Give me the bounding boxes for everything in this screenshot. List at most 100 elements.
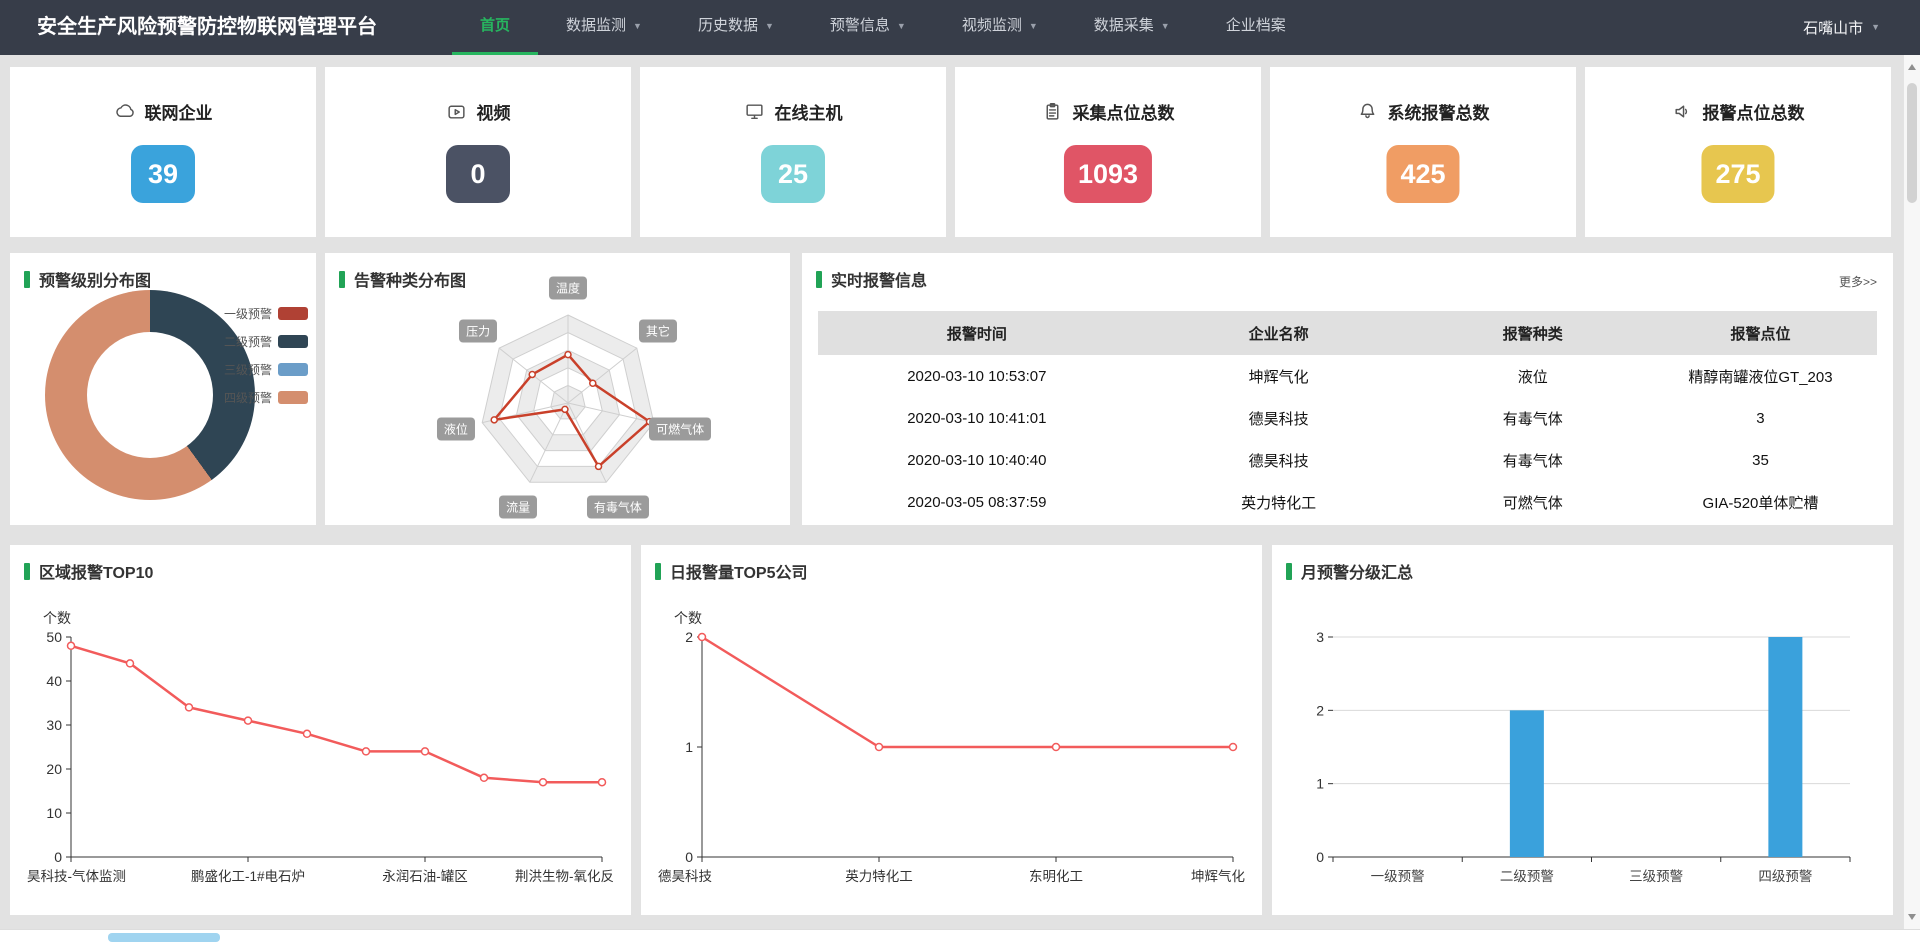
region-label: 石嘴山市 (1803, 20, 1864, 37)
title-accent-bar (24, 270, 30, 288)
table-cell: 3 (1756, 409, 1765, 427)
svg-text:二级预警: 二级预警 (1500, 869, 1554, 884)
svg-text:20: 20 (46, 761, 62, 777)
svg-text:50: 50 (46, 629, 62, 645)
panel-title-text: 日报警量TOP5公司 (670, 565, 808, 582)
region-top10-panel: 区域报警TOP10 个数 0 10 20 30 40 50 昊科技-气体监测 鹏盛化工-1#电石… (10, 545, 631, 915)
svg-text:2: 2 (1316, 702, 1324, 718)
chevron-down-icon: ▼ (764, 20, 774, 31)
title-accent-bar (1286, 562, 1292, 580)
panel-title: 区域报警TOP10 (24, 559, 153, 583)
svg-text:英力特化工: 英力特化工 (845, 868, 913, 884)
chevron-down-icon: ▼ (1871, 22, 1880, 32)
alarm-level-donut-chart (45, 290, 255, 500)
daily-top5-line-chart: 个数 0 1 2 德昊科技 英力特化工 东明化工 坤辉气化 (658, 610, 1245, 884)
panel-title-text: 月预警分级汇总 (1301, 565, 1414, 582)
nav-item-4[interactable]: 视频监测 ▼ (934, 0, 1066, 55)
legend-swatch (278, 391, 308, 404)
svg-text:永润石油-罐区: 永润石油-罐区 (382, 869, 468, 884)
stat-label: 在线主机 (774, 104, 843, 123)
svg-text:昊科技-气体监测: 昊科技-气体监测 (27, 869, 126, 884)
scroll-up-icon[interactable] (1908, 64, 1916, 70)
table-cell: 2020-03-10 10:41:01 (907, 409, 1047, 427)
stat-card-3: 采集点位总数 1093 (955, 67, 1261, 237)
alarm-type-radar-chart (481, 314, 655, 483)
svg-text:个数: 个数 (43, 610, 71, 626)
legend-label: 四级预警 (223, 391, 272, 405)
table-row[interactable]: 2020-03-10 10:53:07 坤辉气化 液位 精醇南罐液位GT_203 (818, 355, 1877, 397)
svg-text:四级预警: 四级预警 (1758, 869, 1812, 884)
table-header-cell: 报警点位 (1730, 325, 1791, 343)
panel-title-text: 告警种类分布图 (354, 273, 467, 290)
scroll-down-icon[interactable] (1908, 914, 1916, 920)
chevron-down-icon: ▼ (1028, 20, 1038, 31)
radar-axis-label: 其它 (638, 319, 677, 343)
table-cell: 35 (1752, 451, 1769, 469)
nav-item-3[interactable]: 预警信息 ▼ (802, 0, 934, 55)
alarm-table: 报警时间 企业名称 报警种类 报警点位 2020-03-10 10:53:07 坤辉气化 液… (818, 311, 1877, 523)
svg-text:0: 0 (685, 849, 693, 865)
table-cell: 德昊科技 (1248, 452, 1309, 470)
table-row[interactable]: 2020-03-05 08:37:59 英力特化工 可燃气体 GIA-520单体贮槽 (818, 481, 1877, 523)
table-cell: 2020-03-05 08:37:59 (907, 493, 1047, 511)
svg-text:40: 40 (46, 673, 62, 689)
svg-text:1: 1 (685, 739, 693, 755)
panel-title: 告警种类分布图 (339, 267, 466, 291)
nav-item-0[interactable]: 首页 (452, 0, 539, 55)
monitor-icon (744, 101, 765, 122)
legend-label: 一级预警 (223, 307, 272, 321)
more-link[interactable]: 更多>> (1838, 275, 1877, 289)
stats-row: 联网企业 39 视频 0 在线主机 25 采集点位总数 1093 系统报警总数 425 报警点位总数… (10, 67, 1893, 237)
stat-head: 报警点位总数 (1585, 99, 1891, 124)
stat-card-5: 报警点位总数 275 (1585, 67, 1891, 237)
horizontal-scrollbar-thumb[interactable] (108, 933, 220, 942)
stat-value-badge: 0 (446, 145, 510, 203)
legend-swatch (278, 307, 308, 320)
panel-title-text: 区域报警TOP10 (39, 565, 154, 582)
legend-item[interactable]: 四级预警 (224, 389, 308, 406)
panel-title: 日报警量TOP5公司 (655, 559, 808, 583)
table-cell: 2020-03-10 10:53:07 (907, 367, 1047, 385)
vertical-scrollbar[interactable] (1903, 55, 1920, 929)
table-cell: 精醇南罐液位GT_203 (1688, 368, 1833, 386)
app-title: 安全生产风险预警防控物联网管理平台 (37, 16, 377, 38)
panel-title: 预警级别分布图 (24, 267, 151, 291)
stat-head: 采集点位总数 (955, 99, 1261, 124)
nav-item-1[interactable]: 数据监测 ▼ (538, 0, 670, 55)
legend-item[interactable]: 一级预警 (224, 305, 308, 322)
table-cell: 坤辉气化 (1248, 368, 1309, 386)
svg-text:30: 30 (46, 717, 62, 733)
stat-label: 系统报警总数 (1387, 104, 1490, 123)
legend-swatch (278, 363, 308, 376)
table-cell: 液位 (1517, 368, 1548, 386)
legend-item[interactable]: 三级预警 (224, 361, 308, 378)
table-cell: 有毒气体 (1502, 410, 1563, 428)
nav-item-2[interactable]: 历史数据 ▼ (670, 0, 802, 55)
cloud-icon (114, 101, 135, 122)
nav-item-6[interactable]: 企业档案 (1198, 0, 1314, 55)
stat-value-badge: 425 (1386, 145, 1460, 203)
stat-value-badge: 1093 (1063, 145, 1153, 203)
table-row[interactable]: 2020-03-10 10:40:40 德昊科技 有毒气体 35 (818, 439, 1877, 481)
horizontal-scrollbar[interactable] (0, 929, 1920, 945)
legend-item[interactable]: 二级预警 (224, 333, 308, 350)
svg-text:坤辉气化: 坤辉气化 (1191, 869, 1245, 884)
vertical-scrollbar-thumb[interactable] (1907, 83, 1917, 203)
panel-title-text: 预警级别分布图 (39, 273, 152, 290)
table-header-cell: 企业名称 (1248, 325, 1309, 343)
table-header-row: 报警时间 企业名称 报警种类 报警点位 (818, 311, 1877, 355)
title-accent-bar (655, 562, 661, 580)
nav-bar: 安全生产风险预警防控物联网管理平台 首页 数据监测 ▼ 历史数据 ▼ 预警信息 ▼ 视频监测 ▼… (0, 0, 1920, 55)
radar-axis-label: 流量 (499, 495, 538, 519)
stat-head: 视频 (325, 99, 631, 124)
table-row[interactable]: 2020-03-10 10:41:01 德昊科技 有毒气体 3 (818, 397, 1877, 439)
svg-text:2: 2 (685, 629, 693, 645)
stat-value-badge: 25 (761, 145, 825, 203)
nav-item-label: 视频监测 (961, 17, 1022, 34)
radar-axis-label: 液位 (436, 417, 475, 441)
svg-text:鹏盛化工-1#电石炉: 鹏盛化工-1#电石炉 (191, 869, 305, 884)
nav-item-5[interactable]: 数据采集 ▼ (1066, 0, 1198, 55)
region-selector[interactable]: 石嘴山市 ▼ (1803, 0, 1880, 55)
realtime-alarm-panel: 实时报警信息 更多>> 报警时间 企业名称 报警种类 报警点位 2020-03-10 1… (802, 253, 1893, 525)
